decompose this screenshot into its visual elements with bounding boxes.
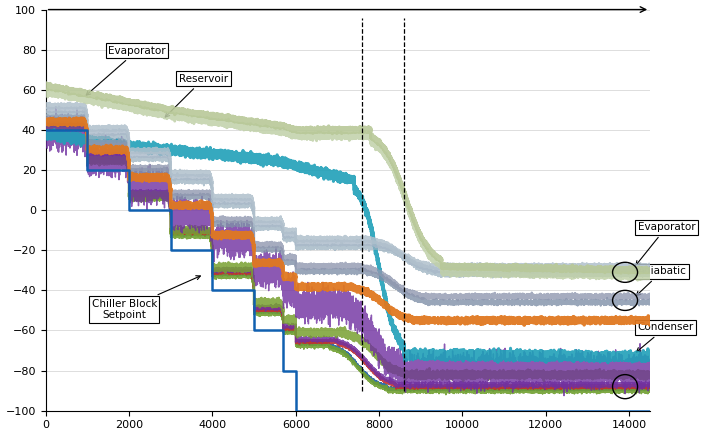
Text: Chiller Block
Setpoint: Chiller Block Setpoint <box>91 276 200 320</box>
Text: Reservoir: Reservoir <box>165 74 228 117</box>
Text: Evaporator: Evaporator <box>636 222 695 265</box>
Text: Evaporator: Evaporator <box>86 46 166 95</box>
Text: Condenser: Condenser <box>637 323 694 352</box>
Text: Adiabatic: Adiabatic <box>636 266 687 296</box>
